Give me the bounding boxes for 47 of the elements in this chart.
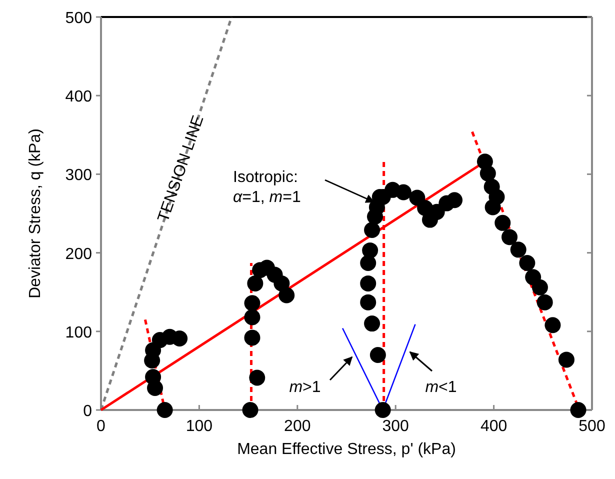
point [536, 294, 553, 310]
point [360, 294, 376, 310]
point [570, 402, 586, 418]
point [446, 192, 463, 208]
y-tick-label: 500 [65, 10, 92, 27]
y-tick-label: 200 [65, 246, 92, 263]
point [395, 184, 412, 200]
annotation: Isotropic: α=1, m=1 [233, 169, 301, 206]
point [519, 255, 536, 272]
point [532, 279, 548, 296]
y-tick-label: 400 [65, 88, 92, 106]
annotation: m>1 [289, 379, 321, 396]
point [364, 222, 380, 238]
point [244, 309, 260, 326]
annotation: m<1 [425, 379, 457, 396]
x-tick-label: 400 [480, 418, 508, 435]
point [510, 242, 526, 258]
x-tick-label: 0 [96, 418, 106, 435]
y-tick-label: 0 [83, 403, 92, 420]
x-tick-label: 100 [186, 418, 213, 435]
point [244, 330, 260, 346]
x-axis-title: Mean Effective Stress, p' (kPa) [237, 441, 456, 458]
point [362, 242, 378, 258]
point [544, 317, 561, 334]
point [156, 402, 173, 418]
point [247, 275, 264, 292]
point [494, 214, 511, 231]
y-axis-title: Deviator Stress, q (kPa) [27, 128, 44, 298]
point [244, 295, 260, 312]
point [374, 402, 391, 418]
x-tick-label: 200 [284, 418, 311, 435]
point [364, 316, 380, 332]
point [480, 165, 496, 182]
x-tick-label: 500 [578, 418, 606, 435]
x-tick-label: 300 [382, 418, 410, 435]
point [484, 199, 501, 216]
point [360, 275, 376, 292]
point [242, 402, 258, 418]
point [502, 229, 518, 246]
point [370, 346, 386, 363]
point [278, 287, 295, 304]
point [249, 370, 266, 386]
point [145, 368, 162, 385]
y-tick-label: 100 [65, 324, 92, 342]
point [172, 330, 188, 346]
y-tick-label: 300 [65, 167, 92, 184]
point [558, 352, 574, 368]
